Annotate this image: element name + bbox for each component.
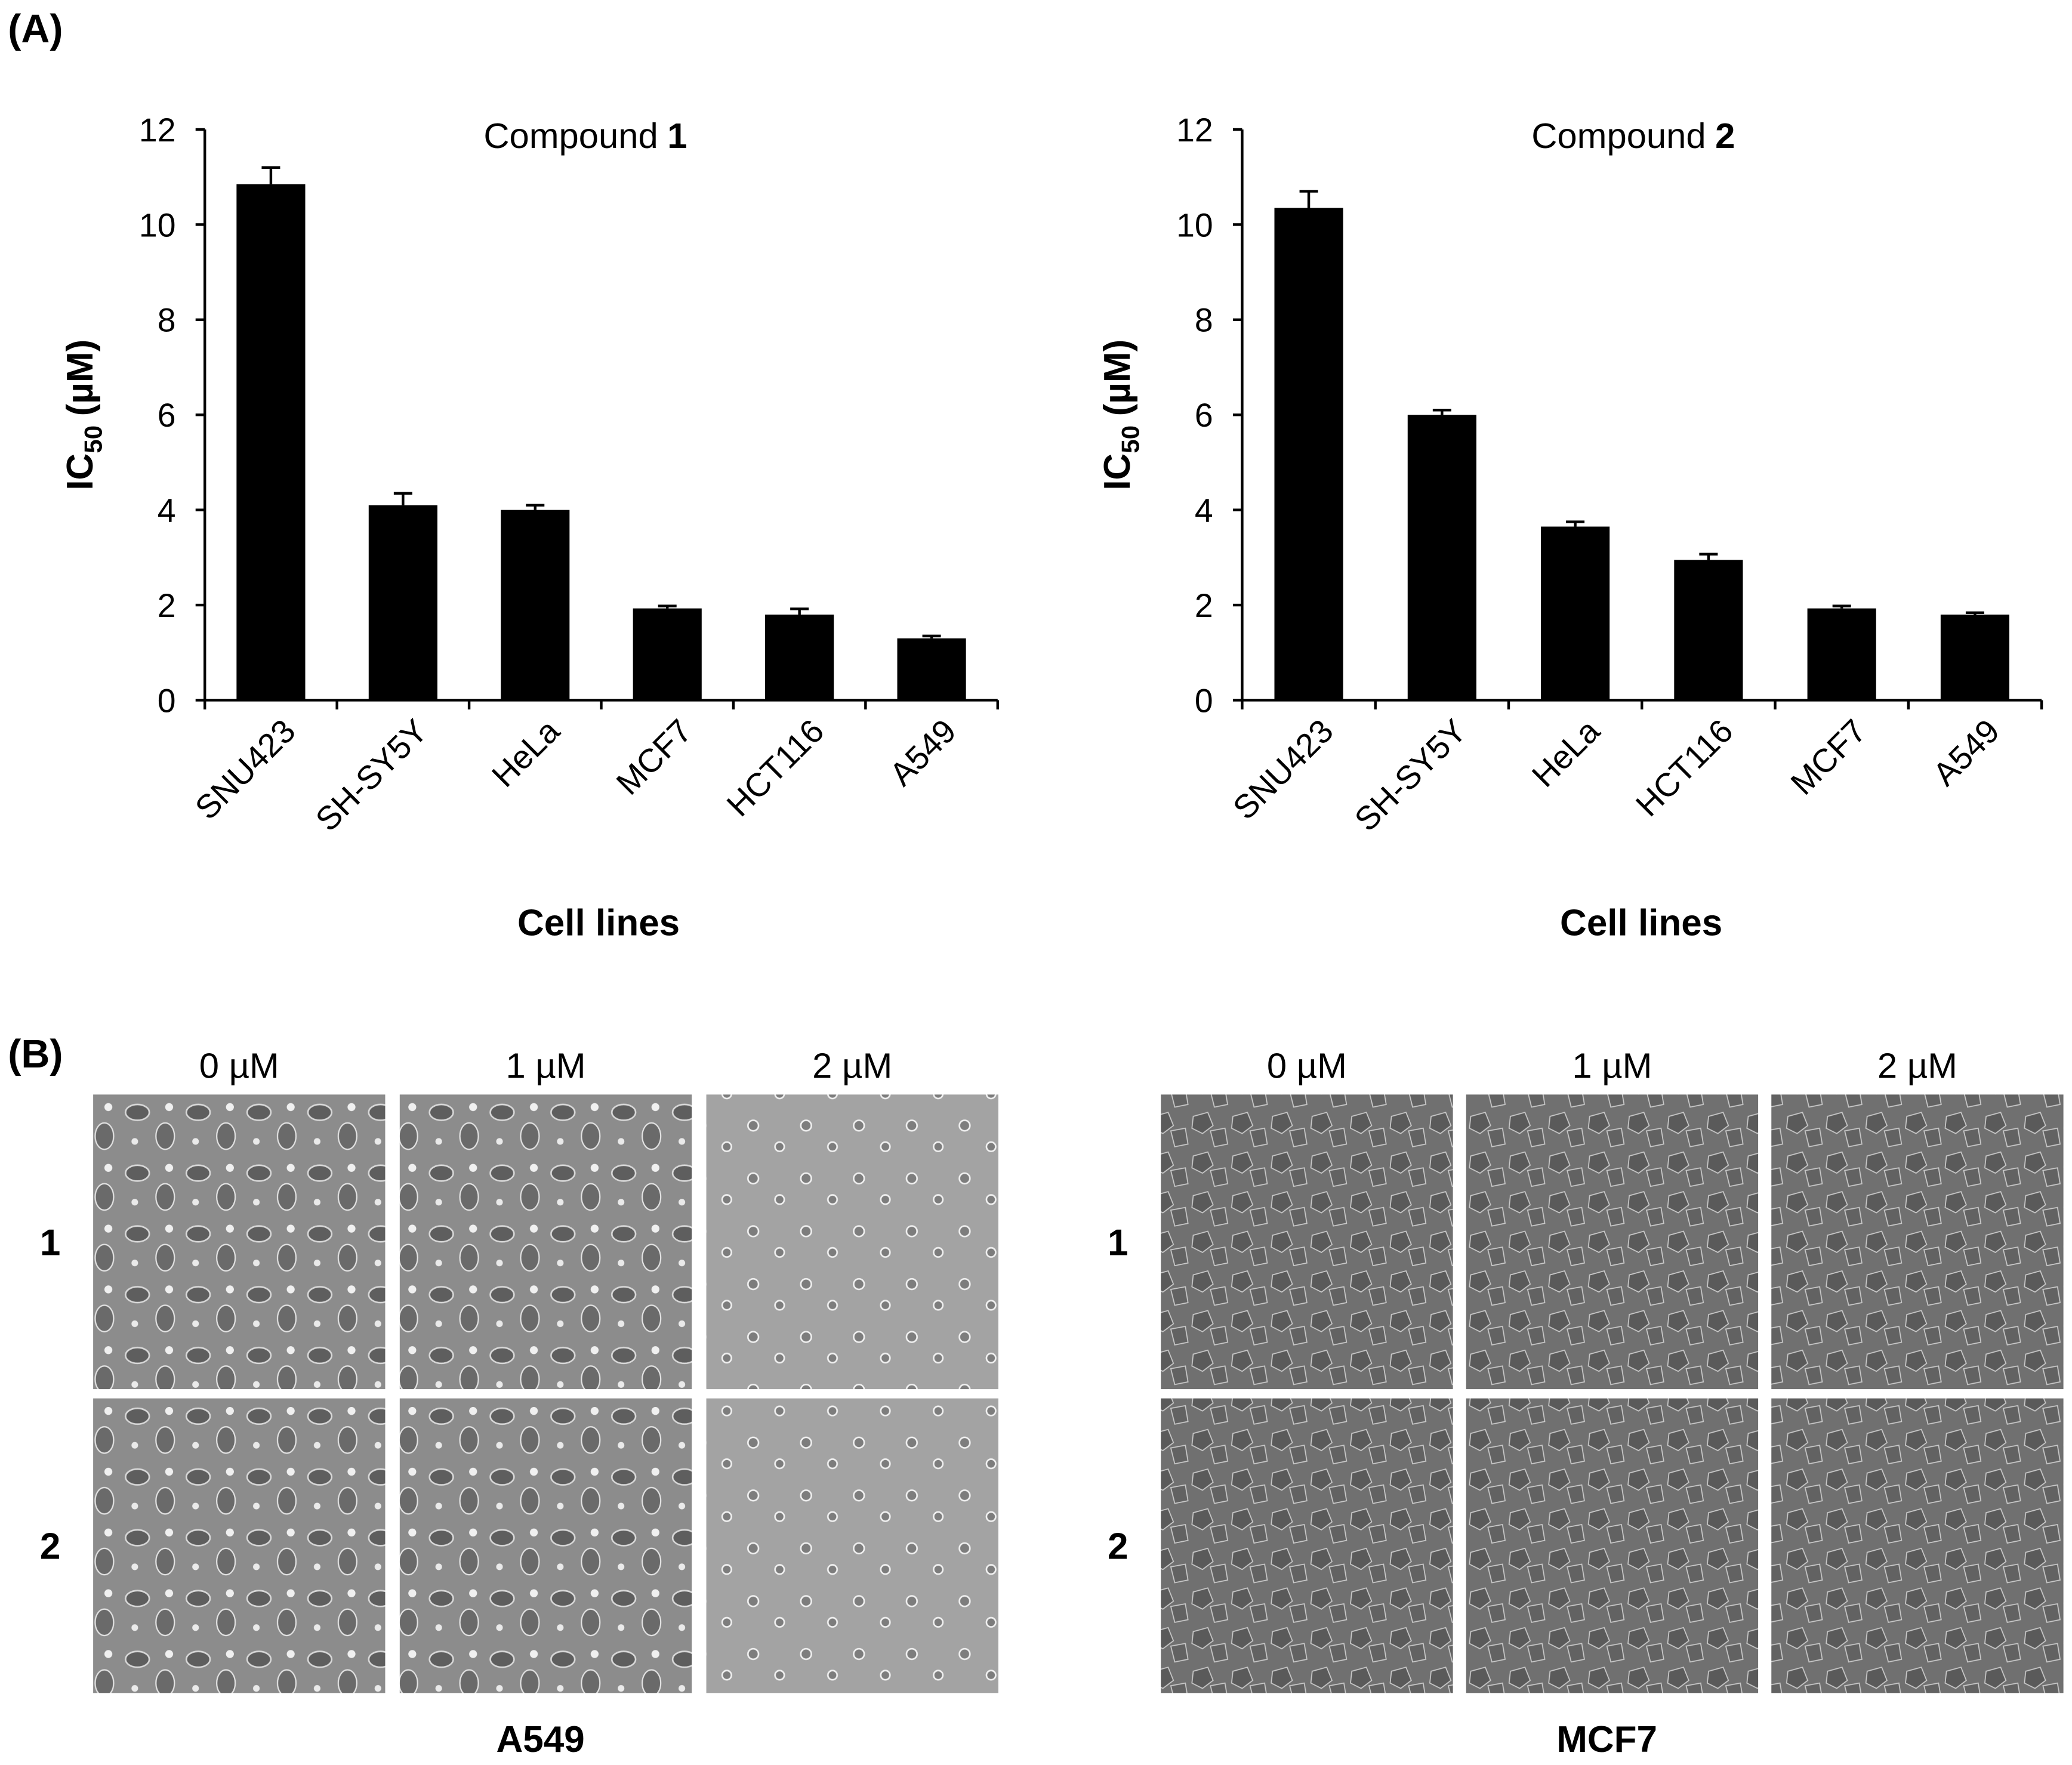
title-text: Compound (1531, 116, 1706, 156)
y-tick-label: 4 (158, 492, 176, 529)
y-tick-label: 2 (158, 587, 176, 624)
title-text: Compound (483, 116, 658, 156)
y-tick-label: 8 (158, 302, 176, 339)
x-tick-label: HeLa (1525, 712, 1607, 794)
y-tick-label: 6 (158, 397, 176, 434)
y-label-unit: (µM) (60, 340, 101, 416)
title-number: 1 (667, 116, 687, 156)
x-tick-label: HCT116 (720, 712, 831, 823)
x-tick-label: HCT116 (1629, 712, 1740, 823)
x-axis-label: Cell lines (1560, 903, 1722, 944)
micrograph (91, 1093, 387, 1391)
y-label-sub: 50 (79, 425, 107, 453)
micrograph (1464, 1093, 1760, 1391)
title-number: 2 (1715, 116, 1735, 156)
x-tick-label: HeLa (485, 712, 567, 794)
micrograph (1160, 1397, 1454, 1695)
column-label: 1 µM (505, 1046, 585, 1086)
x-tick-label: SH-SY5Y (309, 712, 434, 838)
bar (633, 608, 702, 701)
chart-title: Compound 2 (1531, 116, 1735, 156)
micrograph (705, 1397, 1000, 1695)
y-tick-label: 6 (1195, 397, 1213, 434)
bar (236, 184, 306, 701)
row-label: 2 (1108, 1526, 1128, 1567)
y-label-unit: (µM) (1097, 340, 1138, 416)
bar (368, 505, 437, 701)
bar (1407, 415, 1476, 701)
row-label: 1 (1108, 1222, 1128, 1263)
panel-label: (B) (8, 1032, 63, 1076)
y-label-sub: 50 (1117, 425, 1145, 453)
y-tick-label: 8 (1195, 302, 1213, 339)
y-tick-label: 2 (1195, 587, 1213, 624)
y-tick-label: 10 (139, 206, 176, 243)
row-label: 2 (40, 1526, 60, 1567)
x-tick-label: A549 (883, 712, 963, 792)
group-caption: A549 (497, 1719, 585, 1760)
y-tick-label: 4 (1195, 492, 1213, 529)
bar (501, 510, 570, 701)
micrograph (1770, 1093, 2065, 1391)
x-tick-label: SH-SY5Y (1348, 712, 1473, 838)
micrograph (1464, 1397, 1760, 1695)
column-label: 0 µM (1267, 1046, 1347, 1086)
micrograph (398, 1093, 693, 1391)
y-axis-label: IC50 (µM) (60, 340, 107, 490)
bar (897, 638, 966, 701)
x-tick-label: SNU423 (188, 712, 303, 826)
micrograph (1160, 1093, 1454, 1391)
y-tick-label: 12 (139, 112, 176, 149)
y-label-main: IC (1097, 453, 1138, 490)
bar (1541, 526, 1610, 701)
column-label: 0 µM (199, 1046, 279, 1086)
bar (765, 614, 834, 701)
y-axis-label: IC50 (µM) (1097, 340, 1145, 490)
x-tick-label: A549 (1926, 712, 2006, 792)
y-tick-label: 12 (1176, 112, 1213, 149)
micrograph (1770, 1397, 2065, 1695)
y-label-main: IC (60, 453, 101, 490)
x-tick-label: SNU423 (1226, 712, 1340, 826)
bar (1940, 614, 2010, 701)
column-label: 2 µM (812, 1046, 892, 1086)
micrograph (91, 1397, 387, 1695)
micrograph (398, 1397, 693, 1695)
row-label: 1 (40, 1222, 60, 1263)
bar (1674, 560, 1743, 701)
micrograph (705, 1093, 1000, 1391)
column-label: 2 µM (1877, 1046, 1957, 1086)
bar (1807, 608, 1876, 701)
panel-label: (A) (8, 7, 63, 51)
column-label: 1 µM (1572, 1046, 1652, 1086)
y-tick-label: 0 (158, 682, 176, 719)
x-tick-label: MCF7 (609, 712, 699, 801)
group-caption: MCF7 (1556, 1719, 1657, 1760)
bar (1274, 208, 1343, 701)
y-tick-label: 0 (1195, 682, 1213, 719)
y-tick-label: 10 (1176, 206, 1213, 243)
x-tick-label: MCF7 (1784, 712, 1873, 801)
chart-title: Compound 1 (483, 116, 687, 156)
x-axis-label: Cell lines (517, 903, 680, 944)
